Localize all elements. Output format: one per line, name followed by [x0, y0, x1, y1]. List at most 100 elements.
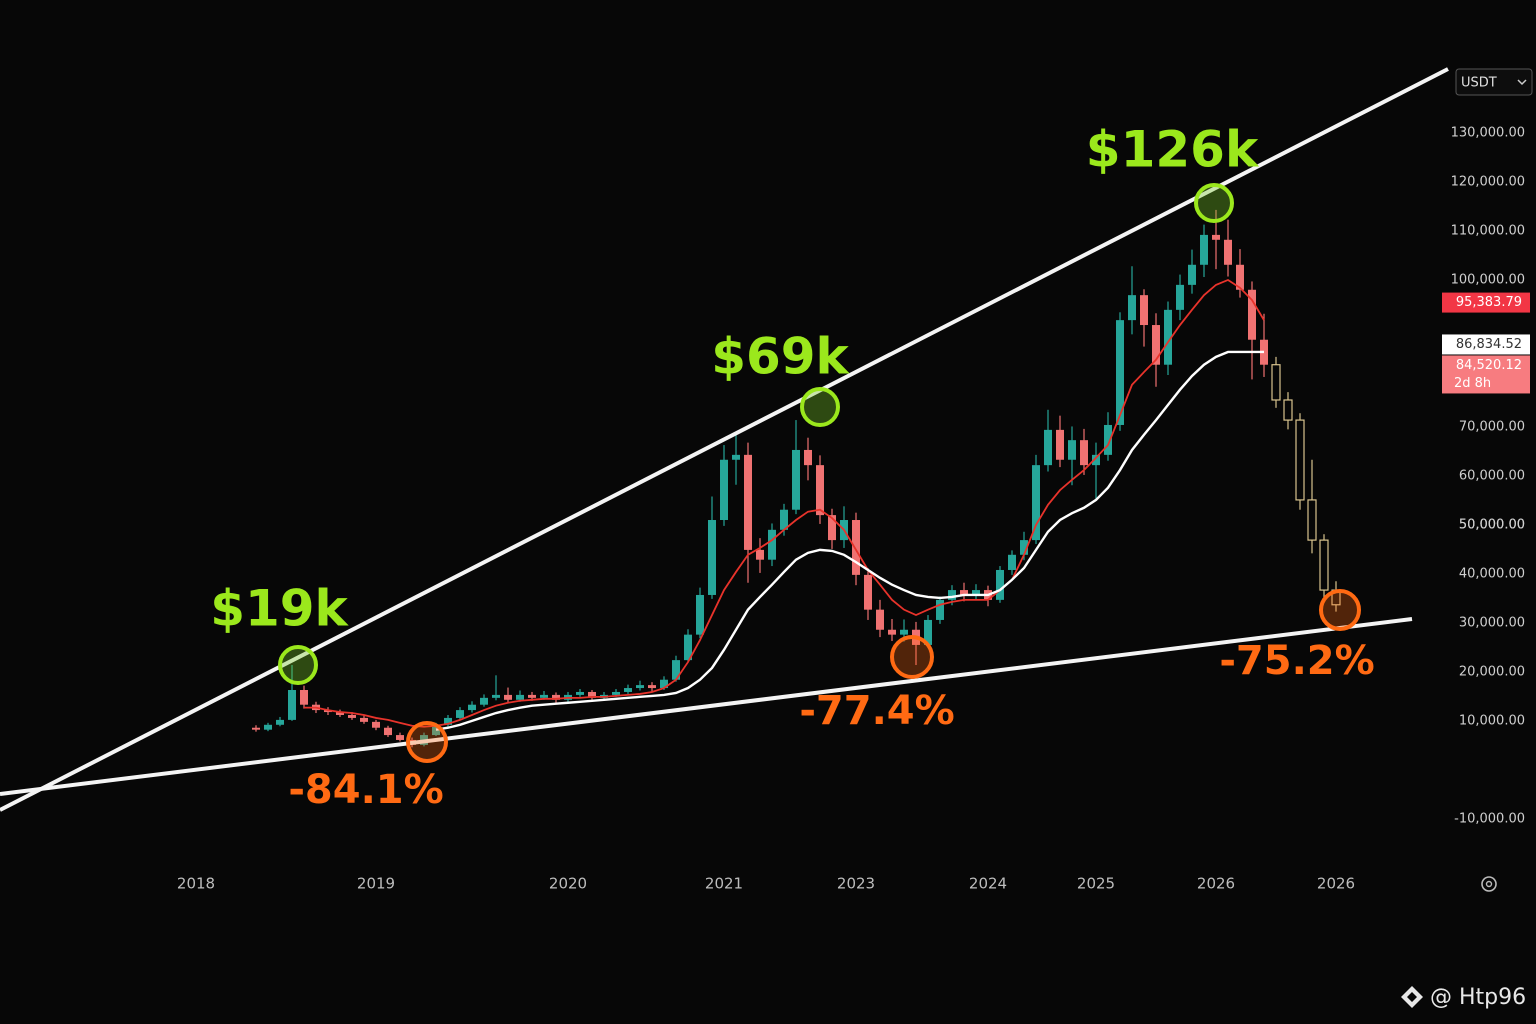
candle-body [876, 609, 884, 630]
candle-body [1200, 234, 1208, 265]
candle-body [1307, 499, 1317, 541]
candle-body [1248, 289, 1256, 340]
candle-body [768, 529, 776, 560]
candle-body [588, 691, 596, 698]
candle-body [252, 727, 260, 730]
bottom-circle [1319, 589, 1361, 631]
x-tick-label: 2021 [705, 875, 743, 893]
y-tick-label: 110,000.00 [1451, 223, 1525, 238]
x-tick-label: 2026 [1197, 875, 1235, 893]
candle-body [1056, 429, 1064, 460]
peak-circles [278, 183, 1234, 685]
watermark-logo [1401, 986, 1423, 1008]
moving-average [304, 278, 1265, 728]
candle-body [504, 694, 512, 700]
candle-body [1164, 309, 1172, 365]
candle-body [636, 685, 644, 689]
candle-body [924, 619, 932, 645]
bottom-circles [406, 589, 1361, 763]
currency-label[interactable]: USDT [1461, 76, 1497, 91]
candle-body [1188, 264, 1196, 285]
currency-select[interactable]: USDT [1455, 68, 1533, 96]
candle-body [852, 520, 860, 575]
candle-body [300, 690, 308, 705]
settings-icon[interactable] [1481, 876, 1497, 892]
candle-body [720, 459, 728, 521]
x-tick-label: 2025 [1077, 875, 1115, 893]
y-tick-label: 70,000.00 [1459, 419, 1525, 434]
candle-body [672, 660, 680, 680]
candle-body [696, 594, 704, 635]
candle-body [1104, 424, 1112, 455]
candle-body [972, 590, 980, 595]
peak-label: $69k [711, 328, 850, 386]
candle-body [396, 735, 404, 740]
watermark-text: @ Htp96 [1430, 985, 1526, 1010]
candle-body [624, 688, 632, 692]
y-axis: 130,000.00 120,000.00 110,000.00 100,000.00… [177, 125, 1530, 893]
candle-body [816, 465, 824, 516]
x-tick-label: 2024 [969, 875, 1007, 893]
y-tick-label: 20,000.00 [1459, 664, 1525, 679]
annotations: $19k $69k $126k -84.1% -77.4% -75.2% [210, 121, 1375, 814]
y-tick-label: 50,000.00 [1459, 517, 1525, 532]
candle-body [1128, 295, 1136, 321]
candle-body [864, 574, 872, 610]
candle-body [1020, 540, 1028, 555]
gear[interactable] [1481, 876, 1497, 892]
drawdown-label: -84.1% [288, 767, 443, 813]
price-tag-label: 95,383.79 [1456, 295, 1522, 310]
moving-average [435, 350, 1264, 731]
chevron [1517, 79, 1527, 86]
candle-body [1283, 399, 1293, 421]
candle-body [372, 721, 380, 728]
candle-body [1140, 295, 1148, 326]
candle-body [384, 727, 392, 736]
y-tick-label: 10,000.00 [1459, 713, 1525, 728]
candle-body [948, 590, 956, 600]
candle-body [348, 714, 356, 718]
bottom-circle [890, 635, 934, 679]
lower-trendline [0, 617, 1413, 796]
price-tag-label: 86,834.52 [1456, 337, 1522, 352]
y-tick-label: 30,000.00 [1459, 615, 1525, 630]
candle-body [780, 509, 788, 530]
candle-body [888, 629, 896, 635]
y-tick-label: 60,000.00 [1459, 468, 1525, 483]
candle-body [552, 694, 560, 700]
countdown: 2d 8h [1454, 376, 1491, 391]
candle-body [1080, 440, 1088, 466]
candle-body [336, 712, 344, 715]
candle-body [360, 717, 368, 722]
price-tag [1442, 292, 1530, 313]
candle-body [804, 449, 812, 466]
candle-body [1032, 465, 1040, 541]
y-tick-label: 40,000.00 [1459, 566, 1525, 581]
candle-body [1092, 454, 1100, 466]
peak-circle [1194, 183, 1234, 223]
candle-body [480, 697, 488, 705]
y-tick-label: 50,000.00 [1459, 517, 1525, 532]
peak-circle [800, 387, 840, 427]
candle-body [264, 724, 272, 730]
candle-body [540, 694, 548, 698]
candle-body [468, 704, 476, 711]
currency-box[interactable] [1455, 68, 1533, 96]
watermark: @ Htp96 [1401, 985, 1526, 1010]
candle-body [324, 710, 332, 713]
x-tick-label: 2019 [357, 875, 395, 893]
upper-trendline [0, 67, 1449, 812]
peak-circle [278, 645, 318, 685]
candle-body [660, 679, 668, 689]
x-tick-label: 2023 [837, 875, 875, 893]
candle-body [1319, 539, 1329, 591]
candle-body [516, 694, 524, 700]
candle-body [684, 634, 692, 661]
candle-body [996, 569, 1004, 600]
candle-body [1068, 440, 1076, 460]
candle-body [456, 710, 464, 718]
candle-body [1116, 320, 1124, 425]
candle-body [444, 717, 452, 725]
candle-body [792, 449, 800, 510]
